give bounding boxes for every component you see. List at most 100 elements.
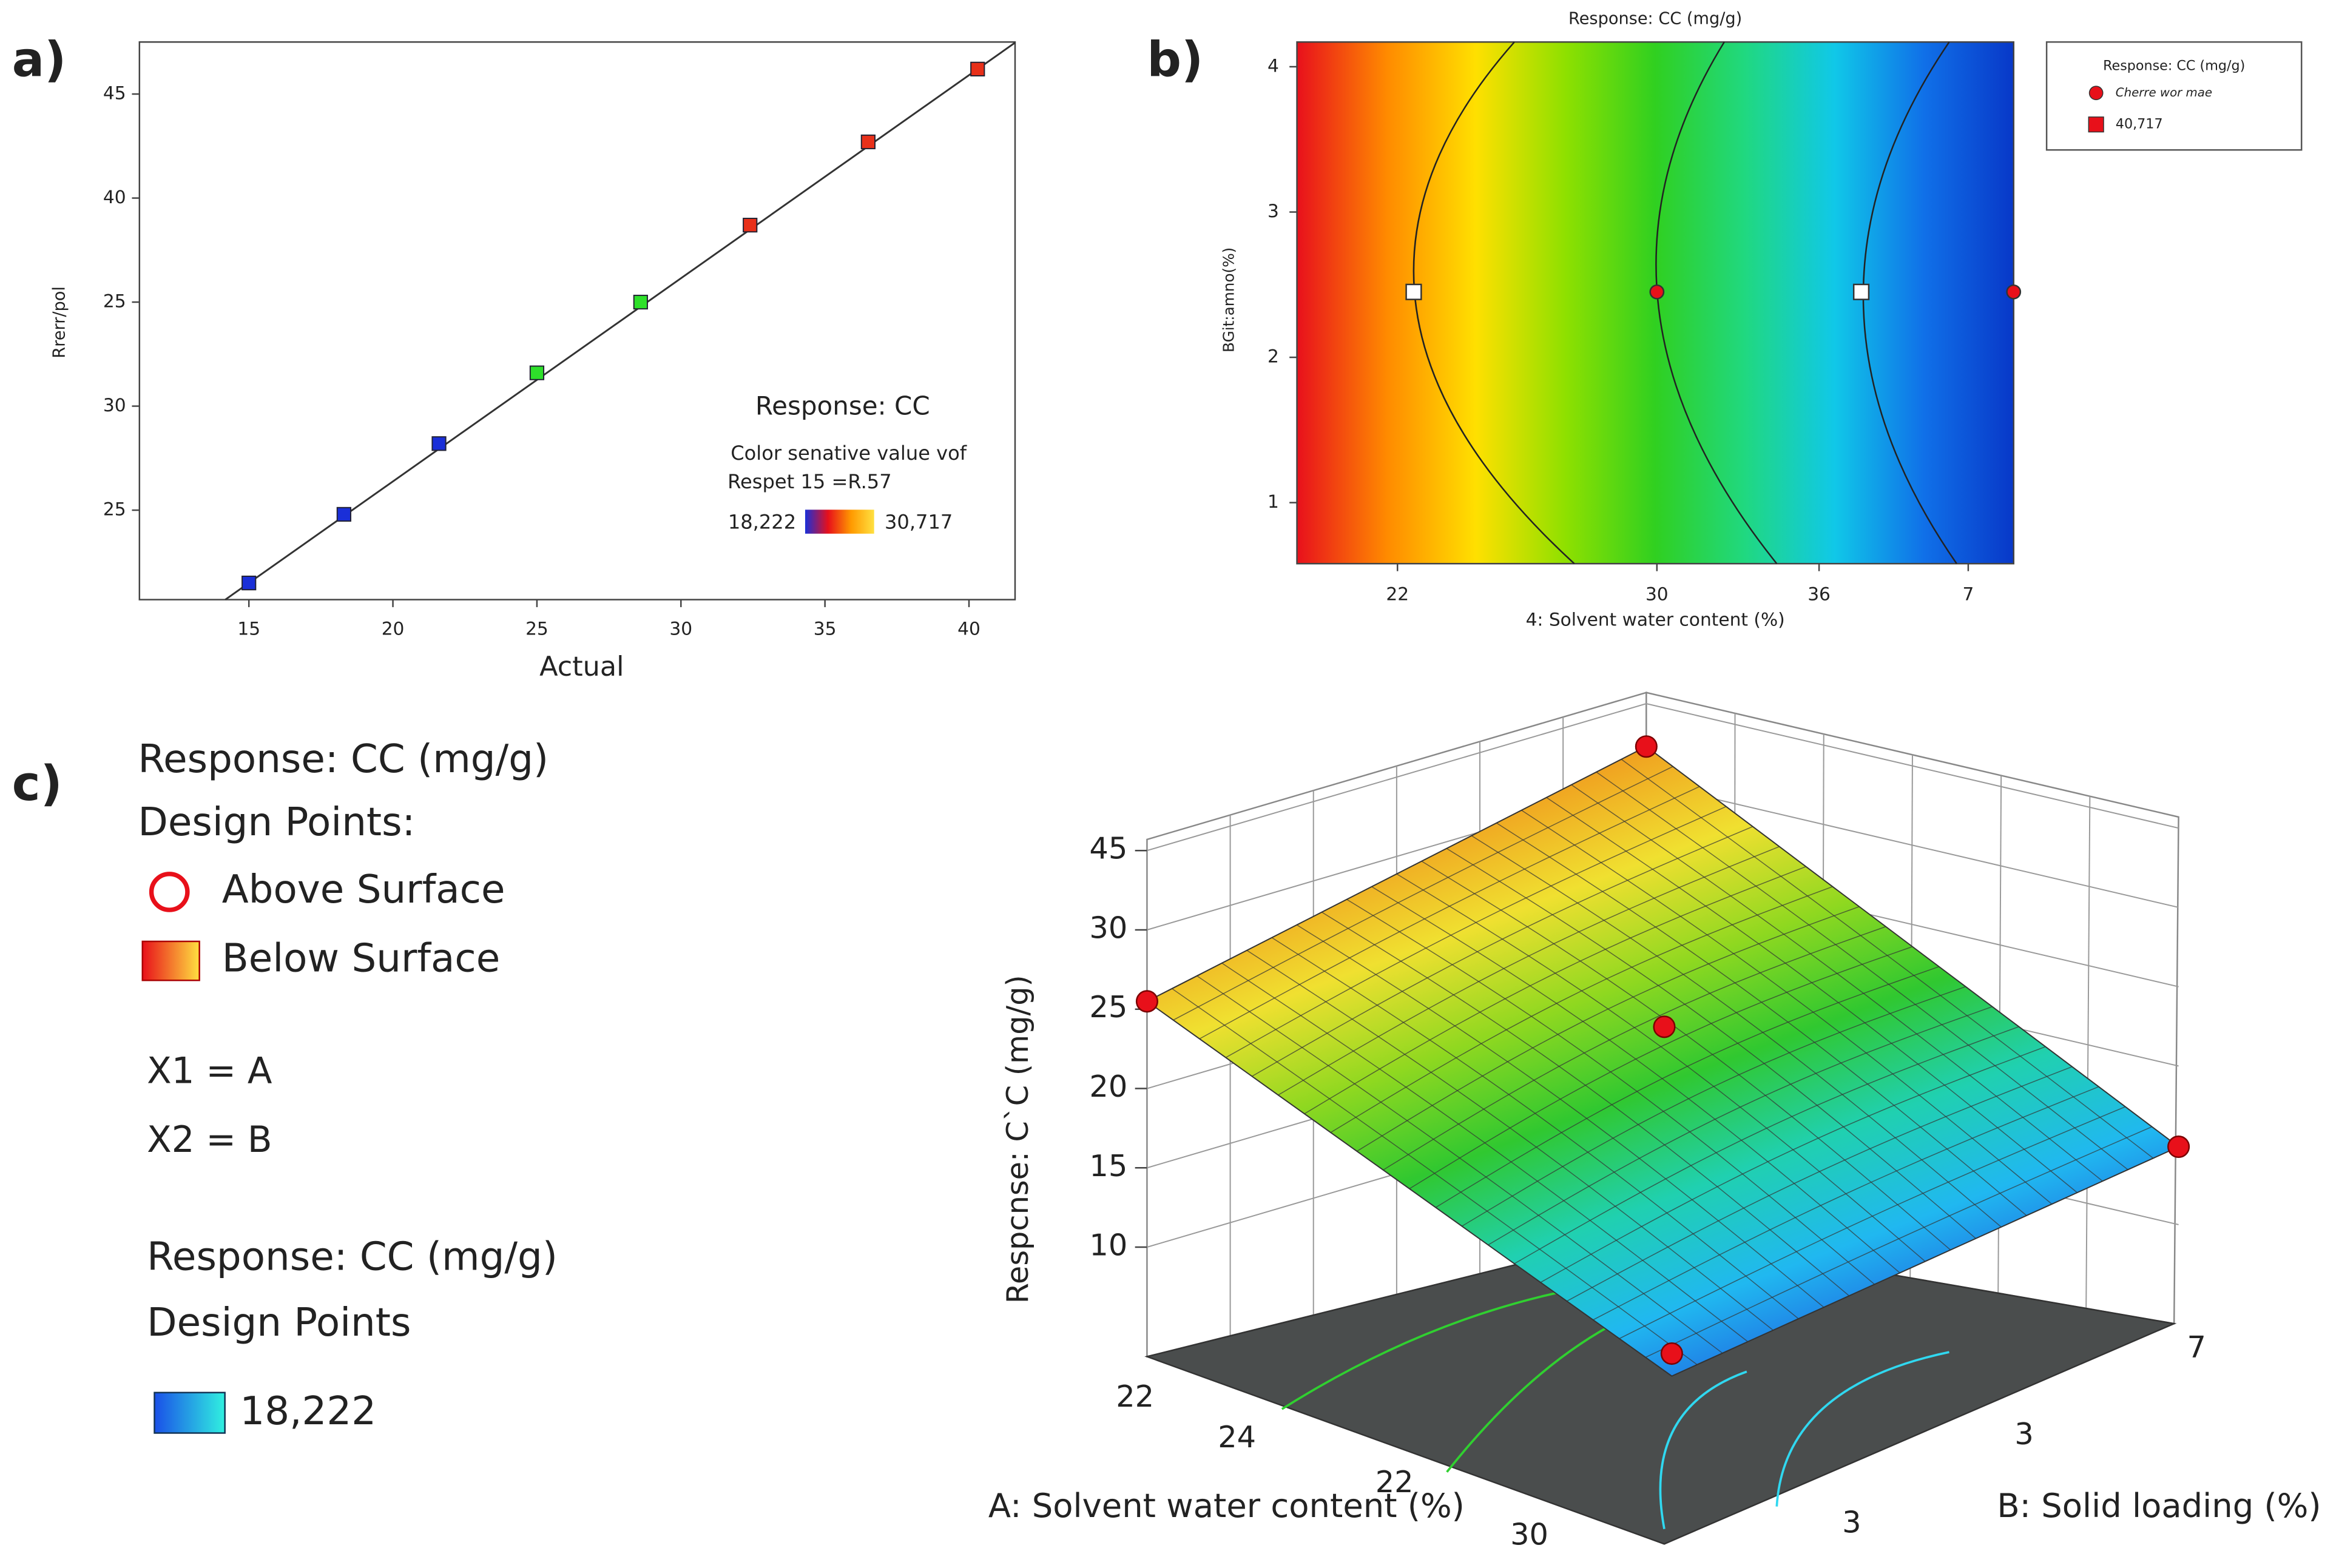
x-axis-label: Actual [539, 651, 624, 682]
y-tick-label: 3 [1842, 1505, 1861, 1540]
surface-mesh [1546, 797, 2078, 1193]
y-tick-label: 7 [2187, 1330, 2206, 1365]
y-tick-label: 25 [103, 291, 126, 312]
surface-mesh [1540, 1046, 2046, 1283]
x-tick-label: 15 [237, 617, 260, 639]
contour-line [1413, 41, 1575, 565]
design-point [1635, 735, 1658, 758]
legend-text: Color senative value vof [731, 442, 967, 465]
legend-entry: Cherre wor mae [2116, 86, 2212, 99]
data-point [860, 134, 876, 150]
surface-mesh [1571, 784, 2103, 1182]
y-tick-label: 4 [1267, 55, 1279, 76]
surface-mesh [1461, 986, 1966, 1227]
legend-entry: 40,717 [2116, 116, 2163, 132]
plot-frame [138, 41, 1016, 601]
design-point [1852, 283, 1870, 300]
x-tick-label: 40 [957, 617, 980, 639]
surface-mesh [1593, 1086, 2099, 1321]
y-axis-label: B: Solid loading (%) [1997, 1487, 2321, 1525]
panel-label: b) [1147, 32, 1203, 87]
y-tick-label: 2 [1267, 346, 1279, 367]
y-tick-label: 40 [103, 186, 126, 207]
data-point [529, 365, 545, 380]
legend-value: 18,222 [240, 1388, 376, 1434]
legend-marker [2088, 116, 2104, 133]
design-point [2167, 1135, 2190, 1159]
panel-label: a) [12, 32, 67, 87]
x-tick-label: 20 [382, 617, 405, 639]
surface-mesh [1435, 966, 1940, 1208]
x-tick-label: 35 [814, 617, 837, 639]
z-tick-label: 25 [1089, 989, 1127, 1025]
legend-entry: Below Surface [222, 936, 501, 981]
x-tick-label: 30 [1510, 1517, 1548, 1552]
surface-mesh [1619, 1106, 2126, 1339]
design-point [1405, 283, 1422, 300]
x-tick-label: 24 [1218, 1419, 1256, 1455]
legend-subtitle: Design Points: [138, 799, 415, 845]
x-tick-label: 22 [1386, 584, 1409, 605]
fit-line [224, 42, 1016, 601]
z-axis-label: Respcnse: C`C (mg/g) [1000, 975, 1035, 1304]
floor-contour [1659, 1370, 1747, 1530]
floor-contour [1281, 1288, 1575, 1410]
y-axis-label: BGit:amno(%) [1220, 247, 1237, 352]
y-tick-label: 1 [1267, 491, 1279, 512]
design-point [1653, 1015, 1676, 1038]
x-tick-label: 25 [525, 617, 548, 639]
z-tick-label: 30 [1089, 910, 1127, 945]
z-tick-label: 15 [1089, 1148, 1127, 1183]
data-point [743, 218, 758, 233]
y-tick-label: 3 [1267, 200, 1279, 221]
x-tick-label: 30 [669, 617, 692, 639]
design-point [2006, 284, 2022, 300]
surface-mesh [1446, 848, 1976, 1239]
surface-mesh [1471, 835, 2002, 1228]
legend-colorbar [805, 510, 874, 534]
data-point [431, 436, 447, 451]
floor-contour [1775, 1351, 1949, 1507]
panel-label: c) [12, 756, 62, 812]
wall-grid [2085, 796, 2091, 1308]
legend-text: Respet 15 =R.57 [727, 470, 891, 493]
surface-mesh [1596, 772, 2128, 1170]
surface-mesh [1421, 861, 1951, 1251]
grid-line [1147, 703, 2179, 852]
data-point [336, 506, 351, 522]
floor [1144, 1231, 2177, 1545]
x-axis-label: A: Solvent water content (%) [988, 1487, 1465, 1525]
contour-line [1862, 41, 1957, 564]
legend-title: Response: CC (mg/g) [147, 1234, 558, 1279]
surface-mesh [1645, 1126, 2153, 1358]
data-point [633, 294, 648, 310]
y-tick-label: 25 [103, 499, 126, 520]
data-point [970, 61, 985, 76]
surface-mesh [1496, 823, 2027, 1216]
z-tick-label: 20 [1089, 1069, 1127, 1104]
x-tick-label: 7 [1963, 584, 1974, 605]
legend-subtitle: Design Points [147, 1300, 411, 1345]
legend-title: Response: CC (mg/g) [2103, 58, 2245, 73]
y-tick-label: 30 [103, 394, 126, 416]
surface-mesh [1488, 1006, 1993, 1246]
legend-min-label: 18,222 [728, 511, 796, 534]
surface-mesh [1514, 1026, 2019, 1264]
x-tick-label: 22 [1116, 1379, 1154, 1414]
design-point [1135, 990, 1158, 1013]
legend-marker [141, 940, 200, 981]
legend-entry: Above Surface [222, 867, 505, 912]
contour-field [1296, 41, 2014, 565]
legend-title: Response: CC [755, 391, 930, 421]
design-point [1660, 1342, 1683, 1365]
legend-title: Response: CC (mg/g) [138, 736, 548, 782]
surface-mesh [1621, 759, 2154, 1159]
x-tick-label: 22 [1375, 1464, 1414, 1499]
z-tick-label: 10 [1089, 1228, 1127, 1263]
y-tick-label: 3 [2014, 1416, 2033, 1452]
z-tick-label: 45 [1089, 831, 1127, 866]
legend-marker [2088, 86, 2104, 101]
surface-mesh [1567, 1066, 2073, 1302]
legend-marker [154, 1391, 226, 1434]
